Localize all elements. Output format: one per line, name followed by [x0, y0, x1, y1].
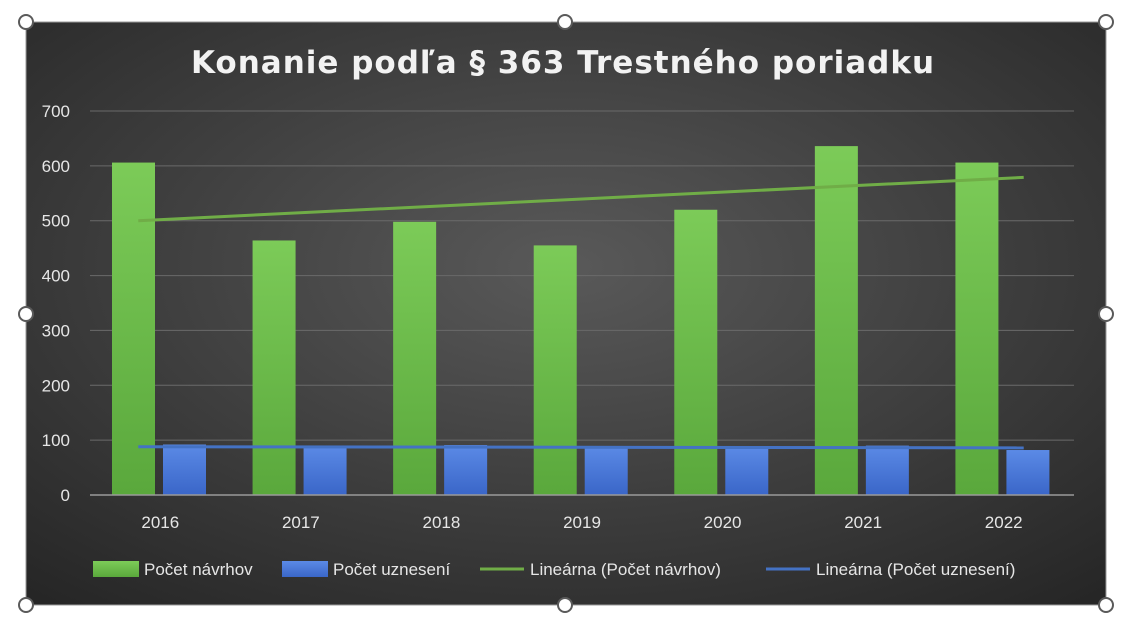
legend: Počet návrhov Počet uznesení Lineárna (Poč… [93, 560, 1015, 579]
bar-pocet-uzneseni-2019 [584, 446, 628, 495]
y-tick-label: 200 [42, 376, 70, 395]
bar-pocet-navrhov-2018 [393, 221, 437, 495]
y-tick-label: 100 [42, 431, 70, 450]
legend-label: Počet návrhov [144, 560, 253, 579]
x-tick-label: 2021 [844, 513, 882, 532]
legend-item-linearna-pocet-uzneseni: Lineárna (Počet uznesení) [766, 560, 1015, 579]
bar-pocet-uzneseni-2022 [1006, 450, 1050, 495]
y-tick-label: 300 [42, 321, 70, 340]
trendline-pocet-uzneseni [138, 445, 1024, 450]
x-tick-label: 2020 [704, 513, 742, 532]
legend-item-pocet-uzneseni: Počet uznesení [282, 560, 450, 579]
bar-pocet-uzneseni-2020 [725, 446, 769, 495]
bar-pocet-navrhov-2021 [814, 146, 858, 495]
bar-pocet-navrhov-2017 [252, 240, 296, 495]
x-tick-label: 2019 [563, 513, 601, 532]
resize-handle-top-left[interactable] [18, 14, 34, 30]
legend-label: Počet uznesení [333, 560, 450, 579]
y-tick-label: 700 [42, 102, 70, 121]
x-tick-label: 2016 [141, 513, 179, 532]
resize-handle-bottom-left[interactable] [18, 597, 34, 613]
legend-label: Lineárna (Počet uznesení) [816, 560, 1015, 579]
y-tick-label: 400 [42, 267, 70, 286]
bar-pocet-navrhov-2022 [955, 162, 999, 495]
legend-item-pocet-navrhov: Počet návrhov [93, 560, 253, 579]
x-tick-label: 2017 [282, 513, 320, 532]
bar-pocet-navrhov-2020 [674, 209, 718, 495]
chart-title: Konanie podľa § 363 Trestného poriadku [191, 45, 935, 81]
legend-label: Lineárna (Počet návrhov) [530, 560, 721, 579]
bar-pocet-uzneseni-2018 [444, 445, 488, 495]
selection-handles[interactable] [18, 14, 1114, 613]
legend-item-linearna-pocet-navrhov: Lineárna (Počet návrhov) [480, 560, 721, 579]
bar-pocet-uzneseni-2021 [865, 445, 909, 495]
bar-pocet-uzneseni-2017 [303, 445, 347, 495]
resize-handle-left[interactable] [18, 306, 34, 322]
y-tick-label: 0 [61, 486, 70, 505]
trendline-pocet-navrhov [138, 175, 1024, 223]
y-tick-label: 500 [42, 212, 70, 231]
legend-swatch [93, 561, 139, 577]
resize-handle-top-right[interactable] [1098, 14, 1114, 30]
bar-pocet-uzneseni-2016 [163, 444, 206, 495]
resize-handle-bottom[interactable] [557, 597, 573, 613]
y-axis: 0 100 200 300 400 500 600 700 [42, 102, 70, 505]
y-tick-label: 600 [42, 157, 70, 176]
bars [112, 146, 1050, 495]
resize-handle-bottom-right[interactable] [1098, 597, 1114, 613]
resize-handle-top[interactable] [557, 14, 573, 30]
resize-handle-right[interactable] [1098, 306, 1114, 322]
trendlines [138, 175, 1024, 450]
x-tick-label: 2022 [985, 513, 1023, 532]
x-tick-label: 2018 [423, 513, 461, 532]
bar-pocet-navrhov-2016 [112, 162, 155, 495]
bar-pocet-navrhov-2019 [533, 245, 577, 495]
legend-swatch [282, 561, 328, 577]
x-axis: 2016 2017 2018 2019 2020 2021 2022 [90, 494, 1074, 532]
